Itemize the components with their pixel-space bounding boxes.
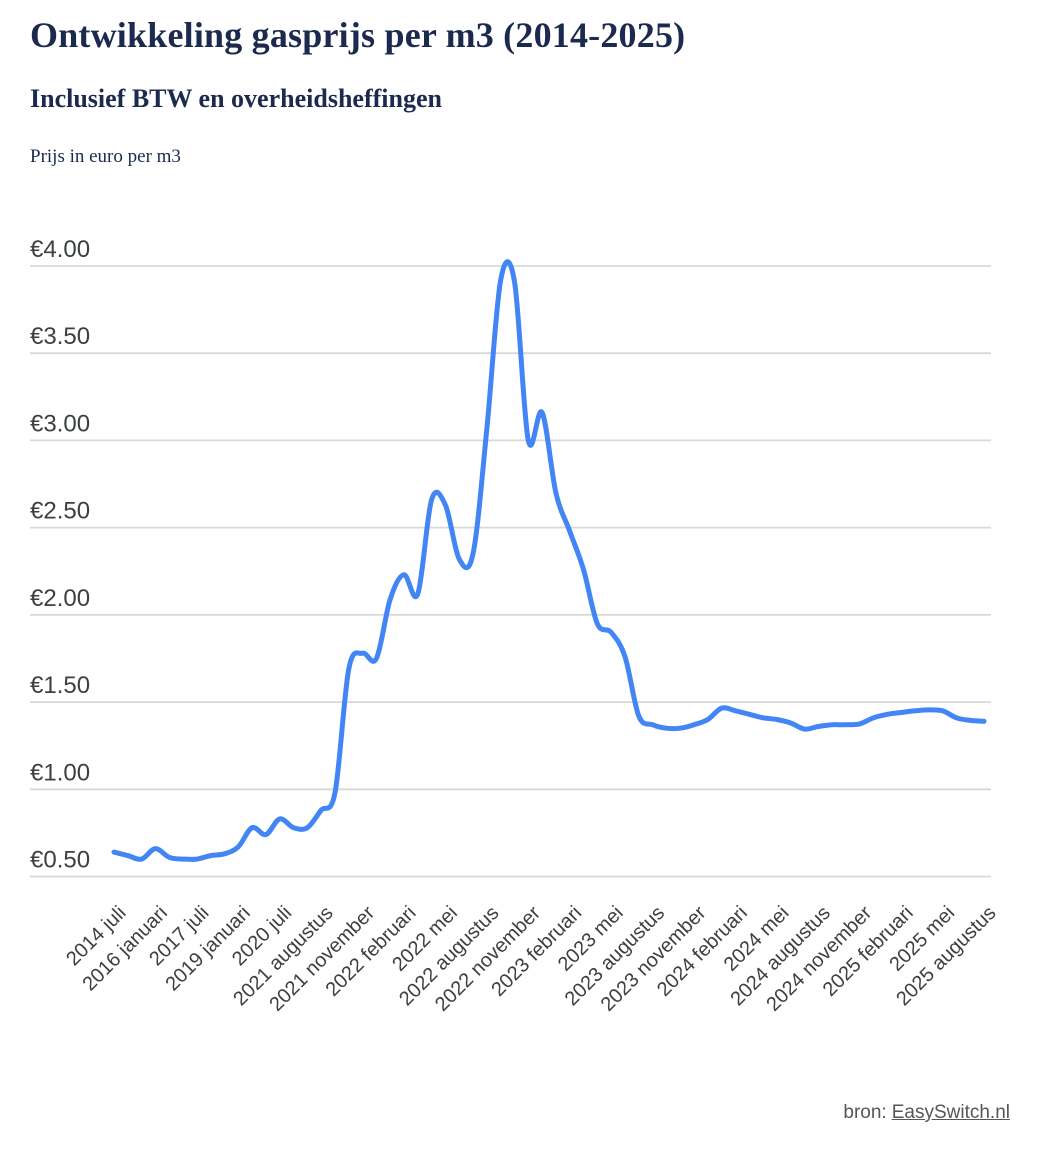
y-axis-label: €4.00	[30, 236, 90, 263]
y-axis-label: €0.50	[30, 847, 90, 874]
chart-subtitle: Inclusief BTW en overheidsheffingen	[30, 84, 442, 113]
y-axis-unit-label: Prijs in euro per m3	[30, 146, 181, 167]
source-link[interactable]: EasySwitch.nl	[891, 1102, 1010, 1123]
y-axis-label: €3.00	[30, 410, 90, 437]
y-axis-label: €1.00	[30, 759, 90, 786]
y-axis-label: €3.50	[30, 323, 90, 350]
y-axis-label: €2.00	[30, 585, 90, 612]
source-prefix: bron:	[843, 1102, 887, 1123]
y-axis-label: €2.50	[30, 498, 90, 525]
y-axis-label: €1.50	[30, 672, 90, 699]
gas-price-line	[111, 259, 987, 862]
source-attribution: bron: EasySwitch.nl	[843, 1102, 1010, 1124]
chart-title: Ontwikkeling gasprijs per m3 (2014-2025)	[30, 15, 686, 55]
